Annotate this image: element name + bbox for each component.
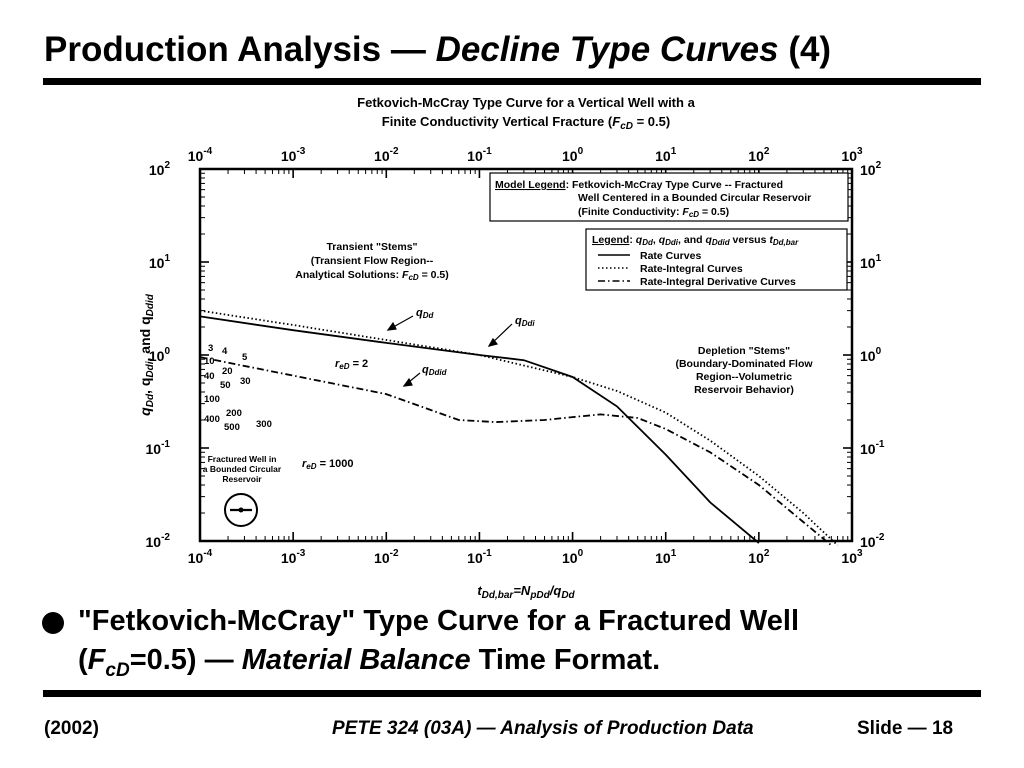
y-tick-label-left: 10-1 — [146, 439, 171, 457]
red-value-500: 500 — [224, 422, 240, 433]
depletion-line1: Depletion "Stems" — [698, 345, 790, 357]
label-arrows — [386, 315, 513, 387]
y-tick-label-right: 101 — [860, 253, 882, 271]
title-italic: Decline Type Curves — [435, 30, 779, 69]
series-rate-curves — [199, 315, 760, 544]
model-legend-line2: Well Centered in a Bounded Circular Rese… — [578, 192, 811, 204]
depletion-line3: Region--Volumetric — [696, 371, 792, 383]
x-tick-label-top: 102 — [748, 146, 770, 164]
qdd-label: qDd — [416, 307, 435, 320]
legend-item-rate-integral: Rate-Integral Curves — [640, 263, 743, 275]
x-axis-label: tDd,bar=NpDd/qDd — [477, 583, 575, 600]
chart-title: Fetkovich-McCray Type Curve for a Vertic… — [357, 95, 695, 132]
y-tick-label-right: 102 — [860, 160, 882, 178]
model-legend-box: Model Legend: Fetkovich-McCray Type Curv… — [489, 172, 849, 222]
red-value-50: 50 — [220, 380, 231, 391]
red-value-labels: 3 4 5 10 20 30 40 50 100 200 300 400 500 — [204, 343, 272, 433]
red-value-4: 4 — [222, 346, 228, 357]
x-tick-label-bottom: 101 — [655, 548, 677, 566]
red-value-400: 400 — [204, 414, 220, 425]
model-legend-line3: (Finite Conductivity: FcD = 0.5) — [578, 206, 729, 219]
y-tick-label-right: 10-1 — [860, 439, 885, 457]
qdd-arrowhead — [386, 321, 397, 331]
qddi-arrowhead — [487, 337, 499, 347]
x-tick-label-bottom: 10-2 — [374, 548, 399, 566]
y-tick-label-left: 10-2 — [146, 532, 171, 550]
y-tick-label-right: 100 — [860, 346, 882, 364]
x-tick-label-bottom: 10-1 — [467, 548, 492, 566]
y-tick-label-right: 10-2 — [860, 532, 885, 550]
top-rule — [43, 78, 981, 85]
x-tick-label-bottom: 103 — [841, 548, 863, 566]
red-value-10: 10 — [204, 356, 215, 367]
red-value-5: 5 — [242, 352, 248, 363]
y-axis-label: qDd, qDdi, and qDdid — [137, 293, 156, 416]
curve-legend-box: Legend: qDd, qDdi, and qDdid versus tDd,… — [585, 228, 848, 291]
footer-year: (2002) — [44, 718, 99, 739]
transient-annotation: Transient "Stems" (Transient Flow Region… — [295, 241, 448, 282]
series-rate-integral-derivative-curves — [199, 356, 832, 546]
red-value-20: 20 — [222, 366, 233, 377]
x-tick-label-top: 10-1 — [467, 146, 492, 164]
bullet-text: "Fetkovich-McCray" Type Curve for a Frac… — [42, 602, 982, 690]
x-tick-label-top: 101 — [655, 146, 677, 164]
well-caption-line1: Fractured Well in — [208, 454, 277, 464]
well-caption-line3: Reservoir — [222, 474, 262, 484]
bullet-dot-icon — [42, 612, 64, 634]
legend-item-rate: Rate Curves — [640, 250, 701, 262]
title-main: Production Analysis — — [44, 30, 426, 69]
curve-labels: qDd qDdi qDdid reD = 2 reD = 1000 — [302, 307, 535, 471]
wellbore-dot-icon — [238, 507, 244, 513]
red-value-3: 3 — [208, 343, 213, 354]
transient-line3: Analytical Solutions: FcD = 0.5) — [295, 269, 448, 282]
red-value-200: 200 — [226, 408, 242, 419]
transient-line1: Transient "Stems" — [326, 241, 417, 253]
model-legend-line1: Model Legend: Fetkovich-McCray Type Curv… — [495, 179, 783, 191]
qddid-arrowhead — [402, 377, 413, 387]
bullet-line2: (FcD=0.5) — Material Balance Time Format… — [78, 644, 661, 681]
bullet-line1: "Fetkovich-McCray" Type Curve for a Frac… — [78, 605, 800, 637]
legend-header: Legend: qDd, qDdi, and qDdid versus tDd,… — [592, 234, 799, 247]
x-tick-label-bottom: 10-3 — [281, 548, 306, 566]
qddid-label: qDdid — [422, 364, 448, 377]
bottom-rule — [43, 690, 981, 697]
y-tick-label-left: 102 — [149, 160, 171, 178]
x-tick-label-bottom: 102 — [748, 548, 770, 566]
chart-title-line1: Fetkovich-McCray Type Curve for a Vertic… — [357, 95, 695, 110]
footer-slide-number: Slide — 18 — [857, 718, 954, 739]
title-suffix: (4) — [788, 30, 832, 69]
chart-title-line2: Finite Conductivity Vertical Fracture (F… — [382, 114, 670, 132]
depletion-line2: (Boundary-Dominated Flow — [675, 358, 813, 370]
red-value-40: 40 — [204, 371, 215, 382]
x-tick-label-top: 10-3 — [281, 146, 306, 164]
depletion-line4: Reservoir Behavior) — [694, 384, 794, 396]
y-tick-label-left: 101 — [149, 253, 171, 271]
legend-item-derivative: Rate-Integral Derivative Curves — [640, 276, 796, 288]
x-tick-label-bottom: 10-4 — [188, 548, 213, 566]
red-2-label: reD = 2 — [335, 358, 368, 371]
x-tick-label-top: 10-4 — [188, 146, 213, 164]
x-tick-label-bottom: 100 — [562, 548, 584, 566]
transient-line2: (Transient Flow Region-- — [311, 255, 434, 267]
x-tick-label-top: 10-2 — [374, 146, 399, 164]
depletion-annotation: Depletion "Stems" (Boundary-Dominated Fl… — [675, 345, 813, 396]
red-value-100: 100 — [204, 394, 220, 405]
red-value-300: 300 — [256, 419, 272, 430]
red-1000-label: reD = 1000 — [302, 458, 354, 471]
footer-course: PETE 324 (03A) — Analysis of Production … — [332, 718, 754, 739]
well-schematic: Fractured Well in a Bounded Circular Res… — [203, 454, 282, 527]
type-curve-chart: Fetkovich-McCray Type Curve for a Vertic… — [137, 95, 885, 600]
well-caption-line2: a Bounded Circular — [203, 464, 282, 474]
x-tick-label-top: 100 — [562, 146, 584, 164]
slide-title: Production Analysis — Decline Type Curve… — [44, 30, 831, 70]
qddi-label: qDdi — [515, 315, 535, 328]
series-rate-integral-curves — [199, 309, 839, 546]
red-value-30: 30 — [240, 376, 251, 387]
